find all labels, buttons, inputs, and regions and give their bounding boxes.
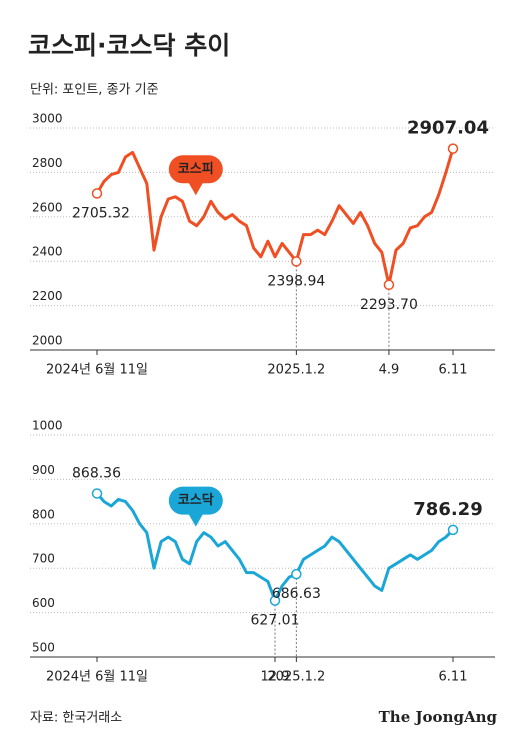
value-label: 2293.70 <box>360 297 418 313</box>
x-tick-label: 2024년 6월 11일 <box>46 670 148 685</box>
y-tick-label: 2800 <box>32 156 63 170</box>
y-tick-label: 600 <box>32 596 55 610</box>
line <box>95 148 455 287</box>
point <box>447 143 459 154</box>
legend-pill <box>168 486 223 515</box>
point <box>447 524 459 536</box>
y-tick-label: 700 <box>32 552 55 566</box>
y-tick-label: 3000 <box>32 112 63 126</box>
value-label: 868.36 <box>72 465 121 481</box>
y-tick-label: 500 <box>32 641 55 655</box>
x-tick-label: 6.11 <box>439 363 468 378</box>
legend-label: 코스피 <box>178 162 214 177</box>
point <box>269 595 281 606</box>
legend-pin <box>187 512 204 527</box>
value-label: 686.63 <box>272 586 321 602</box>
value-label: 2907.04 <box>407 118 489 139</box>
x-tick-label: 12.9 <box>261 670 290 685</box>
legend-pin <box>187 181 204 196</box>
y-tick-label: 900 <box>32 463 55 477</box>
x-tick-label: 4.9 <box>379 363 400 378</box>
point <box>383 279 395 291</box>
logo: The JoongAng <box>379 708 498 726</box>
legend-pill <box>168 155 223 184</box>
y-tick-label: 1000 <box>32 419 63 433</box>
point <box>291 256 302 267</box>
x-tick-label: 2025.1.2 <box>267 670 325 685</box>
point <box>291 568 302 580</box>
y-tick-label: 2200 <box>32 289 63 303</box>
value-label: 2705.32 <box>72 205 130 221</box>
y-tick-label: 800 <box>32 507 55 521</box>
point <box>91 488 103 499</box>
subtitle: 단위: 포인트, 종가 기준 <box>30 83 159 98</box>
y-tick-label: 2400 <box>32 245 63 259</box>
point <box>91 188 103 199</box>
value-label: 786.29 <box>413 499 482 520</box>
y-tick-label: 2600 <box>32 200 63 214</box>
source: 자료: 한국거래소 <box>30 711 122 726</box>
value-label: 627.01 <box>251 613 300 629</box>
title: 코스피·코스닥 추이 <box>28 31 230 60</box>
legend-label: 코스닥 <box>178 492 214 508</box>
x-tick-label: 2024년 6월 11일 <box>46 363 148 378</box>
y-tick-label: 2000 <box>32 334 63 348</box>
line <box>95 492 455 603</box>
value-label: 2398.94 <box>267 273 325 289</box>
x-tick-label: 6.11 <box>439 670 468 685</box>
x-tick-label: 2025.1.2 <box>267 363 325 378</box>
